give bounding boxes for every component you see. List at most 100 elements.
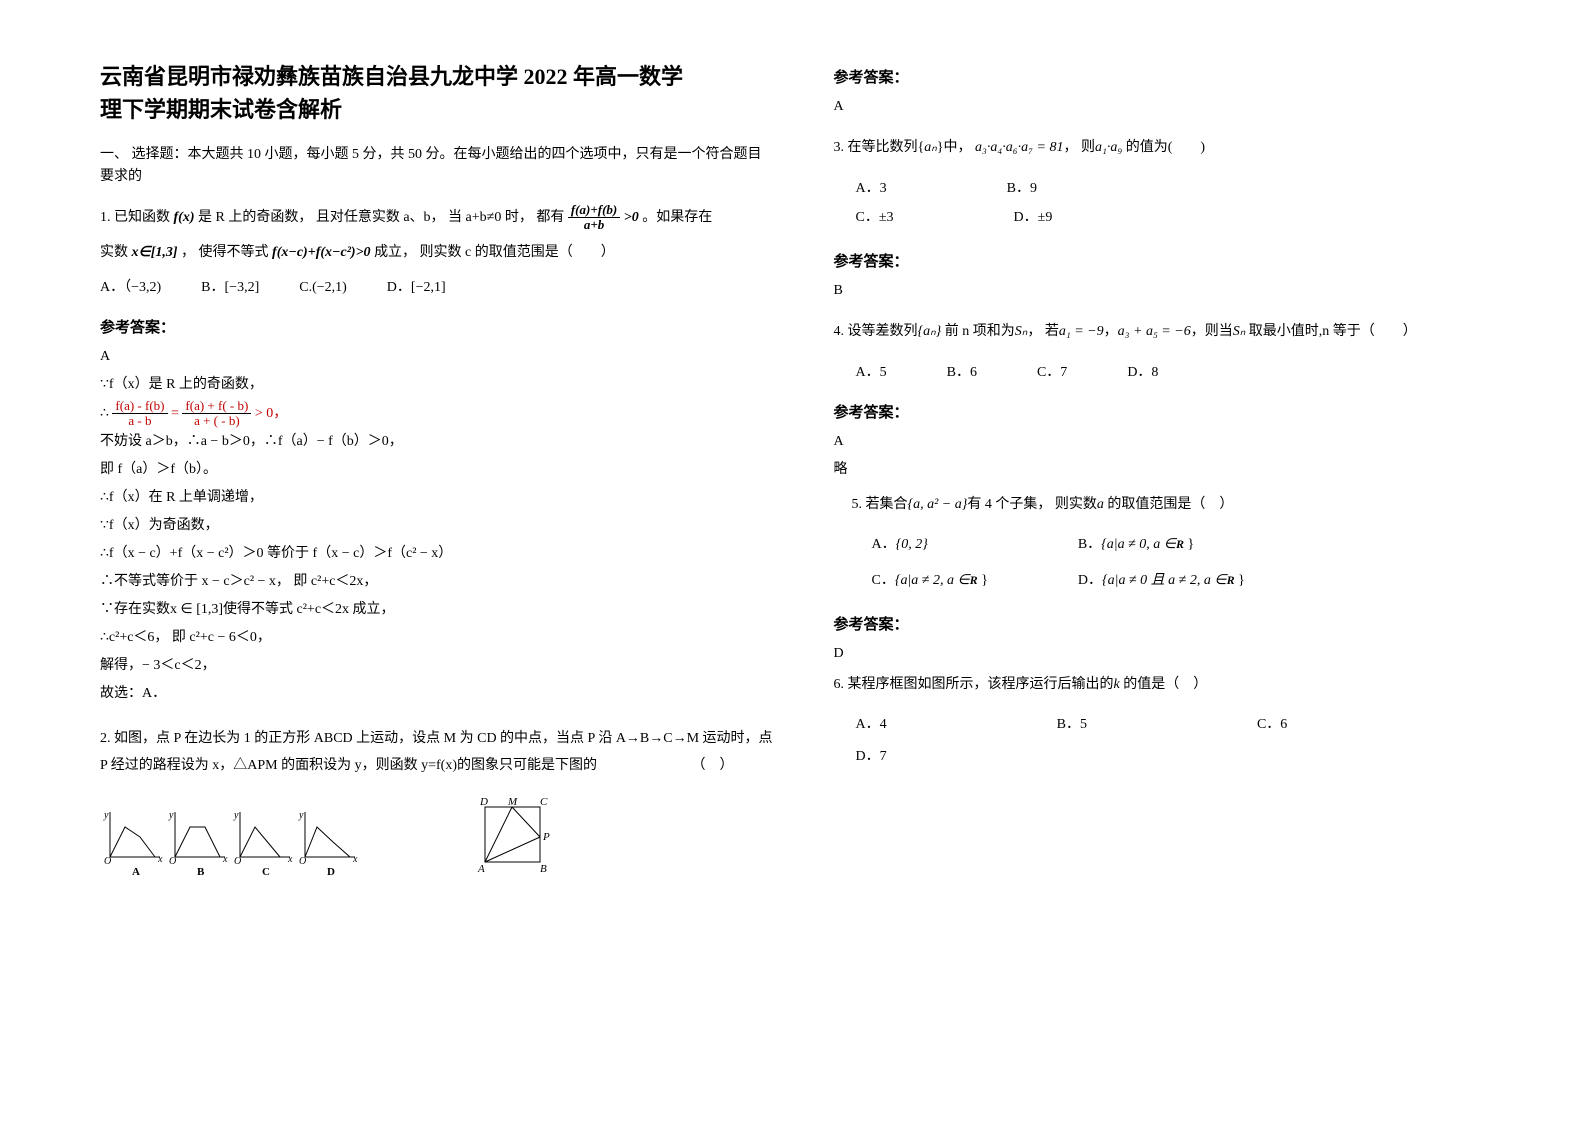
graph-D: y x O D — [298, 810, 358, 878]
q5-avar: a — [1097, 497, 1104, 512]
q4-optB: B．6 — [947, 360, 977, 385]
q1-s2-f1t: f(a) - f(b) — [112, 399, 167, 414]
sq-M: M — [507, 796, 518, 808]
q1-l2c: 成立， 则实数 c 的取值范围是（ ） — [374, 245, 615, 260]
q5-optB-l: B． — [1078, 537, 1101, 552]
q5-R3: R — [1227, 573, 1235, 587]
q3-answer-label: 参考答案： — [834, 250, 1508, 271]
q5-optA: A．{0, 2} — [872, 532, 928, 557]
sq-C: C — [540, 796, 548, 808]
q5-c1: } — [1184, 537, 1194, 552]
q1-answer-body: A ∵f（x）是 R 上的奇函数， ∴ f(a) - f(b) a - b = … — [100, 343, 774, 709]
q1-s2-eq: = — [171, 406, 182, 421]
q4-c: ， 若 — [1027, 324, 1059, 339]
graph-B: y x O B — [168, 810, 228, 878]
q2-stem: 2. 如图，点 P 在边长为 1 的正方形 ABCD 上运动，设点 M 为 CD… — [100, 731, 773, 773]
q1-optA: A．（−3,2) — [100, 275, 161, 302]
q1-s2-frac1: f(a) - f(b) a - b — [112, 399, 167, 429]
sq-B: B — [540, 863, 547, 875]
q1-text3: 。如果存在 — [642, 210, 712, 225]
q4-answer: A 略 — [834, 428, 1508, 484]
q1-frac-num: f(a)+f(b) — [568, 203, 620, 218]
q1-ans-letter: A — [100, 343, 774, 371]
svg-text:x: x — [352, 854, 358, 865]
q5-optB: B．{a|a ≠ 0, a ∈R } — [1078, 532, 1194, 557]
right-column: 参考答案： A 3. 在等比数列{aₙ}中， a₃·a₄·a₆·a₇ = 81，… — [834, 60, 1508, 1082]
question-3: 3. 在等比数列{aₙ}中， a₃·a₄·a₆·a₇ = 81， 则a₁·a₉ … — [834, 135, 1508, 162]
svg-text:O: O — [299, 856, 306, 867]
q1-s3: 不妨设 a＞b，∴a − b＞0，∴f（a）− f（b）＞0， — [100, 428, 774, 456]
q4-a1: a₁ = −9 — [1059, 324, 1104, 339]
q1-s11: 解得，− 3＜c＜2， — [100, 652, 774, 680]
q5-optC-v: {a|a ≠ 2, a ∈ — [895, 573, 970, 588]
q4-a: 4. 设等差数列 — [834, 324, 918, 339]
q4-a3a5: a₃ + a₅ = −6 — [1118, 324, 1191, 339]
q1-s2-frac2: f(a) + f( - b) a + ( - b) — [182, 399, 251, 429]
q1-l2b: ， 使得不等式 — [181, 245, 269, 260]
svg-text:O: O — [169, 856, 176, 867]
q1-optD: D．[−2,1] — [387, 275, 446, 302]
q5-optD-l: D． — [1078, 573, 1102, 588]
q4-comma: ， — [1104, 324, 1118, 339]
q5-optC-l: C． — [872, 573, 895, 588]
q4-d: ，则当 — [1191, 324, 1233, 339]
q5-optD: D．{a|a ≠ 0 且 a ≠ 2, a ∈R } — [1078, 568, 1245, 593]
svg-text:y: y — [103, 810, 109, 821]
q6-optA: A．4 — [856, 712, 887, 737]
svg-text:O: O — [104, 856, 111, 867]
q5-optD-v: {a|a ≠ 0 且 a ≠ 2, a ∈ — [1102, 573, 1227, 588]
q3-optA: A．3 — [856, 176, 887, 201]
q5-answer-label: 参考答案： — [834, 613, 1508, 634]
q5-R2: R — [970, 573, 978, 587]
q1-s8: ∴不等式等价于 x − c＞c² − x， 即 c²+c＜2x， — [100, 568, 774, 596]
q4-optA: A．5 — [856, 360, 887, 385]
q1-frac-den: a+b — [568, 218, 620, 232]
label-B: B — [197, 866, 205, 878]
q4-answer-label: 参考答案： — [834, 401, 1508, 422]
q1-optC: C.(−2,1) — [299, 275, 347, 302]
q5-optA-v: {0, 2} — [896, 537, 928, 552]
q2-paren: （ ） — [692, 753, 734, 780]
q1-options: A．（−3,2) B．[−3,2] C.(−2,1) D．[−2,1] — [100, 275, 774, 302]
q5-c3: } — [1235, 573, 1245, 588]
q4-e: 取最小值时,n 等于（ ） — [1245, 324, 1417, 339]
q1-s2a: ∴ — [100, 406, 109, 421]
label-D: D — [327, 866, 335, 878]
q3-a1a9: a₁·a₉ — [1095, 140, 1122, 155]
q2-answer: A — [834, 93, 1508, 121]
q6-a: 6. 某程序框图如图所示，该程序运行后输出的 — [834, 677, 1114, 692]
question-2: 2. 如图，点 P 在边长为 1 的正方形 ABCD 上运动，设点 M 为 CD… — [100, 726, 774, 779]
q5-answer: D — [834, 640, 1508, 668]
q1-s7: ∴f（x − c）+f（x − c²）＞0 等价于 f（x − c）＞f（c² … — [100, 540, 774, 568]
q4-Sn2: Sₙ — [1233, 324, 1246, 339]
title-line1: 云南省昆明市禄劝彝族苗族自治县九龙中学 2022 年高一数学 — [100, 64, 683, 89]
q3-d: 的值为( ) — [1122, 140, 1205, 155]
q3-optB: B．9 — [1007, 176, 1037, 201]
q5-optC: C．{a|a ≠ 2, a ∈R } — [872, 568, 988, 593]
q6-options: A．4 B．5 C．6 D．7 — [856, 712, 1508, 768]
svg-text:y: y — [168, 810, 174, 821]
q5-c2: } — [978, 573, 988, 588]
question-5: 5. 若集合{a, a² − a}有 4 个子集， 则实数a 的取值范围是（ ） — [852, 492, 1508, 519]
svg-text:x: x — [287, 854, 293, 865]
q1-s2-f1b: a - b — [112, 414, 167, 428]
q6-optB: B．5 — [1057, 712, 1087, 737]
q4-optC: C．7 — [1037, 360, 1067, 385]
svg-text:x: x — [222, 854, 228, 865]
q4-ans-略: 略 — [834, 456, 1508, 484]
sq-A: A — [477, 863, 485, 875]
q1-s12: 故选：A． — [100, 680, 774, 708]
question-6: 6. 某程序框图如图所示，该程序运行后输出的k 的值是（ ） — [834, 672, 1508, 699]
q6-b: 的值是（ ） — [1120, 677, 1208, 692]
q1-s2-f2t: f(a) + f( - b) — [182, 399, 251, 414]
graph-A: y x O A — [103, 810, 163, 878]
q5-a: 5. 若集合 — [852, 497, 908, 512]
q4-b: 前 n 项和为 — [945, 324, 1015, 339]
q3-answer: B — [834, 277, 1508, 305]
q5-optB-v: {a|a ≠ 0, a ∈ — [1101, 537, 1176, 552]
title-line2: 理下学期期末试卷含解析 — [100, 97, 342, 122]
q4-Sn: Sₙ — [1015, 324, 1028, 339]
svg-text:x: x — [157, 854, 163, 865]
q4-optD: D．8 — [1127, 360, 1158, 385]
q6-optC: C．6 — [1257, 712, 1287, 737]
